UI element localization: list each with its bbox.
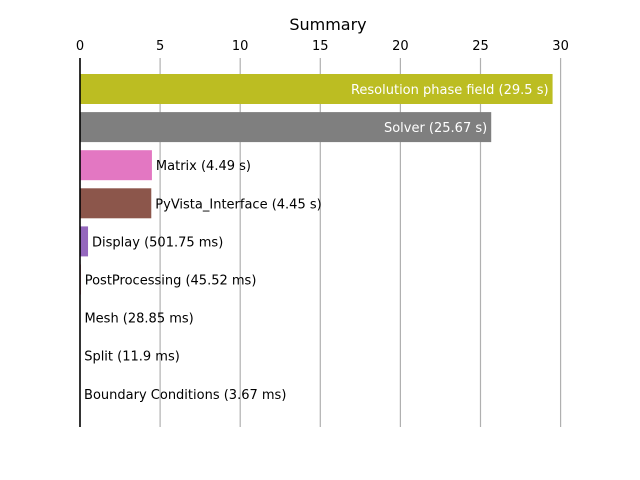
bar-label-7: Split (11.9 ms): [84, 350, 180, 365]
chart-title: Summary: [289, 15, 366, 34]
x-tick-label-3: 15: [312, 39, 329, 54]
bar-0: [80, 74, 553, 104]
x-tick-label-6: 30: [552, 39, 569, 54]
bar-label-2: Matrix (4.49 s): [156, 159, 251, 174]
bar-label-3: PyVista_Interface (4.45 s): [155, 197, 321, 212]
x-tick-label-0: 0: [76, 39, 84, 54]
bar-4: [80, 226, 89, 257]
x-tick-label-4: 20: [392, 39, 409, 54]
bar-label-6: Mesh (28.85 ms): [84, 312, 193, 327]
bar-1: [80, 112, 492, 143]
x-tick-label-2: 10: [232, 39, 249, 54]
bar-label-4: Display (501.75 ms): [92, 235, 223, 250]
x-tick-label-1: 5: [156, 39, 164, 54]
bar-label-8: Boundary Conditions (3.67 ms): [84, 388, 286, 403]
bar-label-0: Resolution phase field (29.5 s): [351, 83, 549, 98]
bars: [80, 74, 553, 409]
bar-labels: Resolution phase field (29.5 s) Solver (2…: [84, 83, 549, 403]
x-axis-ticks: 0 5 10 15 20 25 30: [76, 39, 569, 54]
bar-label-5: PostProcessing (45.52 ms): [85, 274, 257, 289]
bar-3: [80, 188, 152, 219]
bar-label-1: Solver (25.67 s): [384, 121, 487, 136]
bar-2: [80, 150, 152, 181]
x-tick-label-5: 25: [472, 39, 489, 54]
